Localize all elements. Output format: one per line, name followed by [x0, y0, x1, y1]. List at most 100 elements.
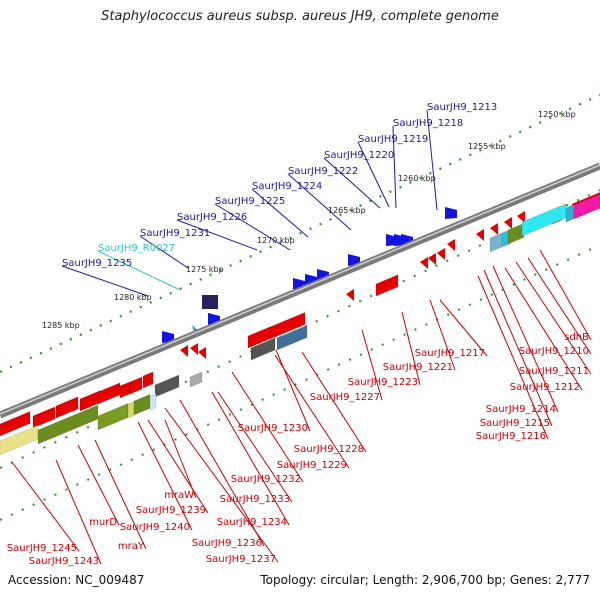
gene-label: SaurJH9_1217	[415, 348, 485, 359]
label-leader	[539, 249, 592, 341]
cog-segment	[521, 202, 567, 237]
tick-label: 1255 kbp	[468, 142, 506, 151]
gene-label: SaurJH9_1237	[206, 554, 276, 565]
gene-label: mraY	[118, 541, 145, 552]
reverse-cds-arrow	[180, 345, 188, 357]
gene-label: SaurJH9_1235	[62, 258, 132, 269]
tick-label: 1260 kbp	[398, 174, 436, 183]
forward-gene-arrow	[162, 331, 174, 343]
label-leader	[323, 157, 381, 209]
forward-gene-block	[202, 295, 218, 309]
label-leader	[401, 311, 421, 386]
forward-gene-arrow	[348, 254, 360, 266]
gene-label: SaurJH9_R0027	[98, 243, 175, 254]
label-leader	[392, 125, 397, 209]
label-leader	[527, 257, 592, 355]
forward-gene-arrow	[445, 207, 457, 219]
cog-segment	[573, 193, 600, 220]
reverse-cds	[375, 274, 399, 297]
cog-segment	[97, 402, 129, 431]
label-leader	[274, 354, 350, 469]
label-leader	[477, 275, 549, 440]
label-leader	[164, 419, 197, 499]
cog-segment	[149, 392, 157, 411]
scale-track	[0, 94, 600, 373]
gene-label: murD	[89, 517, 117, 528]
reverse-cds	[269, 311, 306, 340]
gene-label: SaurJH9_1222	[288, 166, 358, 177]
cog-segment	[565, 203, 575, 223]
label-leader	[483, 269, 553, 427]
label-leader	[147, 419, 209, 514]
gene-label: sdhB	[564, 332, 589, 343]
label-leader	[357, 141, 390, 208]
reverse-cds-arrow	[198, 347, 206, 359]
reverse-cds-arrow	[447, 239, 455, 251]
gene-label: SaurJH9_1221	[383, 362, 453, 373]
label-leader	[429, 299, 456, 371]
reverse-cds	[55, 396, 79, 419]
gene-label: SaurJH9_1236	[192, 538, 262, 549]
cog-segment	[507, 222, 525, 245]
label-leader	[439, 299, 488, 357]
gene-label: SaurJH9_1229	[277, 460, 347, 471]
label-leader	[94, 439, 147, 550]
gene-label: SaurJH9_1218	[393, 118, 463, 129]
reverse-cds-grey	[250, 337, 276, 361]
tick-label: 1270 kbp	[257, 236, 295, 245]
gene-label: SaurJH9_1223	[348, 377, 418, 388]
label-leader	[139, 235, 189, 269]
gene-label: SaurJH9_1240	[120, 522, 190, 533]
gene-label: SaurJH9_1228	[294, 444, 364, 455]
reverse-cds	[0, 410, 31, 437]
reverse-cds	[129, 376, 143, 395]
reverse-cds-arrow	[490, 223, 498, 235]
label-leader	[217, 391, 293, 503]
gene-label: SaurJH9_1232	[231, 474, 301, 485]
reverse-cds-lightgrey	[189, 371, 203, 388]
label-leader	[275, 349, 311, 432]
reverse-cds-arrow	[517, 211, 525, 223]
reverse-cds-arrow	[428, 253, 436, 265]
label-leader	[211, 391, 290, 526]
gene-labels: SaurJH9_1213 SaurJH9_1218 SaurJH9_1219 Saur…	[7, 102, 592, 567]
gene-label: SaurJH9_1214	[486, 404, 556, 415]
label-leader	[361, 329, 383, 401]
reverse-cds	[142, 371, 154, 389]
reverse-cds-blue	[276, 324, 308, 351]
genome-summary: Topology: circular; Length: 2,906,700 bp…	[260, 573, 590, 587]
label-leader	[164, 407, 279, 563]
reverse-cds-arrow	[504, 217, 512, 229]
gene-label: SaurJH9_1245	[7, 543, 77, 554]
gene-label: SaurJH9_1210	[519, 346, 589, 357]
genome-backbone-highlight	[0, 164, 600, 415]
tick-label: 1265 kbp	[328, 206, 366, 215]
label-leader	[97, 250, 181, 291]
gene-label: SaurJH9_1227	[310, 392, 380, 403]
tick-label: 1275 kbp	[186, 265, 224, 274]
tick-label: 1280 kbp	[114, 293, 152, 302]
reverse-cds	[32, 406, 56, 429]
gene-label: SaurJH9_1211	[519, 366, 589, 377]
label-leader	[287, 173, 352, 231]
label-leader	[55, 459, 102, 565]
gene-label: mraW	[164, 490, 194, 501]
reverse-cds-arrow	[190, 343, 198, 355]
gene-label: SaurJH9_1231	[140, 228, 210, 239]
gene-label: SaurJH9_1234	[217, 517, 287, 528]
gene-label: SaurJH9_1224	[252, 181, 322, 192]
label-leader	[515, 261, 592, 375]
label-leader	[492, 265, 559, 413]
reverse-cds	[119, 381, 131, 399]
genome-backbone	[0, 162, 600, 419]
gene-label: SaurJH9_1230	[238, 423, 308, 434]
gene-label: SaurJH9_1216	[476, 431, 546, 442]
gene-label: SaurJH9_1220	[324, 150, 394, 161]
gene-label: SaurJH9_1219	[358, 134, 428, 145]
reverse-cds-arrow	[437, 248, 445, 260]
label-leader	[176, 219, 258, 251]
reverse-cds-arrow	[476, 229, 484, 241]
label-leader	[251, 188, 309, 238]
label-leader	[301, 351, 367, 453]
